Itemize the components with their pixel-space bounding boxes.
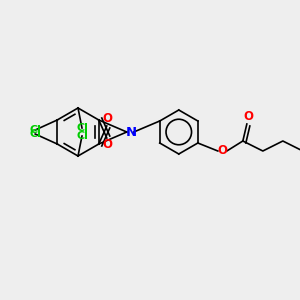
Text: O: O	[218, 145, 228, 158]
Text: Cl: Cl	[76, 131, 88, 141]
Text: Cl: Cl	[76, 123, 88, 133]
Text: O: O	[103, 112, 113, 125]
Text: N: N	[126, 125, 137, 139]
Text: O: O	[103, 139, 113, 152]
Text: Cl: Cl	[29, 129, 41, 139]
Text: O: O	[244, 110, 254, 124]
Text: Cl: Cl	[29, 125, 41, 135]
